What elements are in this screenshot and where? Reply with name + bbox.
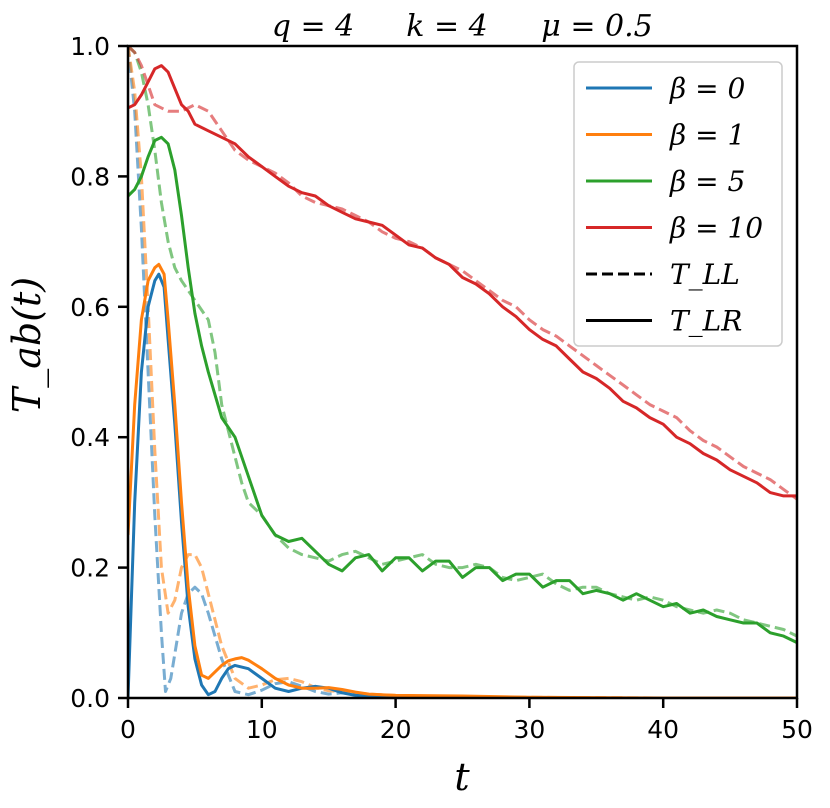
x-tick-label: 40 [647, 715, 679, 744]
x-tick-label: 20 [380, 715, 412, 744]
title-k: k = 4 [406, 9, 487, 44]
y-axis-ticks: 0.0 0.2 0.4 0.6 0.8 1.0 [70, 32, 128, 713]
x-axis-label: t [454, 755, 470, 799]
y-tick-label: 0.2 [70, 554, 110, 583]
legend-label: β = 10 [669, 212, 763, 245]
y-tick-label: 0.0 [70, 684, 110, 713]
y-tick-label: 0.4 [70, 423, 110, 452]
y-tick-label: 0.8 [70, 162, 110, 191]
legend-label: β = 5 [669, 165, 745, 198]
title-mu: μ = 0.5 [541, 9, 652, 44]
x-tick-label: 10 [246, 715, 278, 744]
x-tick-label: 30 [513, 715, 545, 744]
legend-label: β = 1 [669, 119, 745, 152]
plot-frame [126, 44, 799, 700]
legend-label: T_LL [670, 258, 740, 291]
plot-area [128, 46, 797, 698]
legend-label: T_LR [670, 305, 742, 338]
y-tick-label: 0.6 [70, 293, 110, 322]
series-line-1-t_lr [128, 262, 797, 698]
x-axis-ticks: 0 10 20 30 40 50 [120, 698, 813, 744]
y-axis-label: T_ab(t) [5, 277, 50, 413]
series-line-0-t_lr [128, 272, 797, 698]
legend-label: β = 0 [669, 72, 745, 105]
series-line-10-t_lr [128, 64, 797, 498]
y-tick-label: 1.0 [70, 32, 110, 61]
x-tick-label: 50 [781, 715, 813, 744]
legend: β = 0 β = 1 β = 5 β = 10 T_LL T_LR [573, 61, 783, 347]
title-q: q = 4 [272, 9, 355, 44]
series-line-5-t_lr [128, 135, 797, 644]
x-tick-label: 0 [120, 715, 136, 744]
